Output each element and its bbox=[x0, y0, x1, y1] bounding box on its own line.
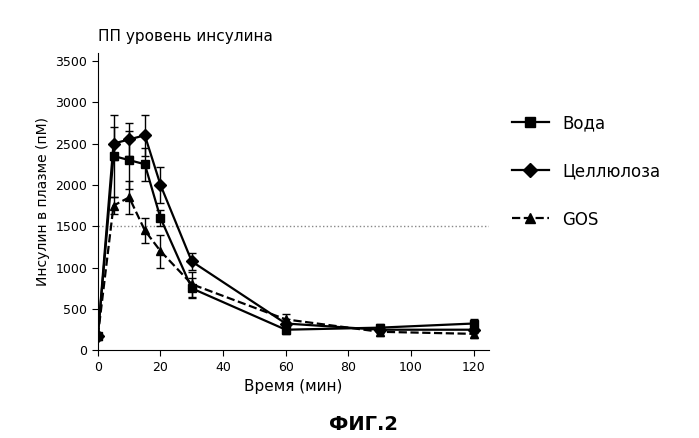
Text: ФИГ.2: ФИГ.2 bbox=[329, 415, 398, 434]
Legend: Вода, Целлюлоза, GOS: Вода, Целлюлоза, GOS bbox=[505, 108, 667, 235]
Y-axis label: Инсулин в плазме (пМ): Инсулин в плазме (пМ) bbox=[36, 117, 50, 286]
X-axis label: Время (мин): Время (мин) bbox=[245, 379, 343, 394]
Text: ПП уровень инсулина: ПП уровень инсулина bbox=[98, 29, 273, 44]
